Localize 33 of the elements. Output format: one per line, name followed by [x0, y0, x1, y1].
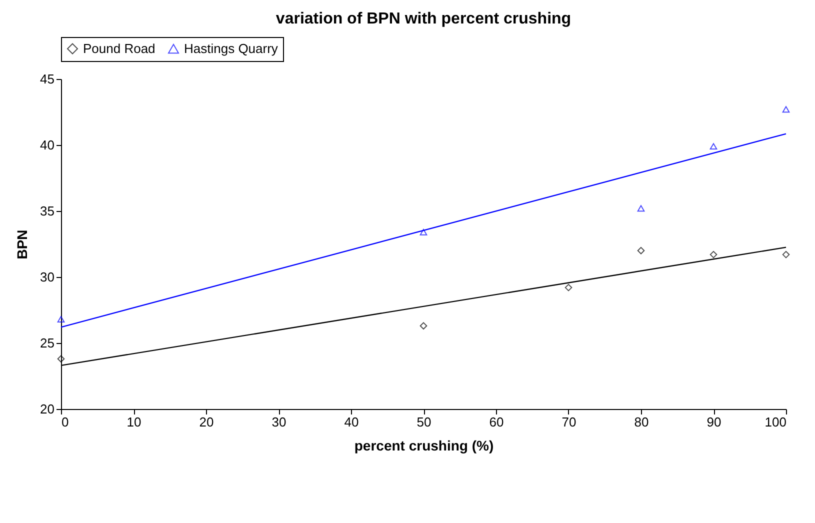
point: [782, 106, 790, 113]
x-tick-label: 60: [489, 414, 504, 430]
point: [57, 355, 65, 362]
point: [782, 250, 790, 258]
y-tick-label: 20: [40, 402, 54, 416]
x-tick-label: 10: [126, 414, 142, 430]
point: [710, 143, 718, 150]
x-tick-label: 40: [344, 414, 359, 430]
chart-title: variation of BPN with percent crushing: [276, 10, 572, 28]
x-tick-label: 20: [199, 414, 214, 430]
x-axis-title: percent crushing (%): [354, 438, 494, 454]
y-tick-label: 45: [40, 72, 54, 86]
point: [564, 284, 572, 292]
x-tick-label: 0: [62, 414, 69, 430]
legend-label: Pound Road: [83, 40, 156, 56]
y-tick-label: 35: [40, 204, 54, 218]
point: [420, 322, 428, 330]
x-tick-label: 30: [272, 414, 286, 430]
point: [57, 316, 65, 322]
x-tick-label: 80: [634, 414, 649, 430]
point: [710, 250, 718, 258]
y-tick-label: 30: [40, 270, 54, 284]
y-axis-title: BPN: [14, 230, 30, 260]
x-tick-label: 100: [764, 414, 786, 430]
x-tick-label: 70: [562, 414, 576, 430]
point: [637, 246, 645, 254]
point: [637, 205, 645, 212]
y-tick-label: 25: [40, 336, 54, 350]
x-tick-label: 90: [706, 414, 722, 430]
point: [420, 228, 428, 236]
y-tick-label: 40: [40, 138, 54, 152]
x-tick-label: 50: [416, 414, 432, 430]
legend-label: Hastings Quarry: [184, 40, 278, 56]
